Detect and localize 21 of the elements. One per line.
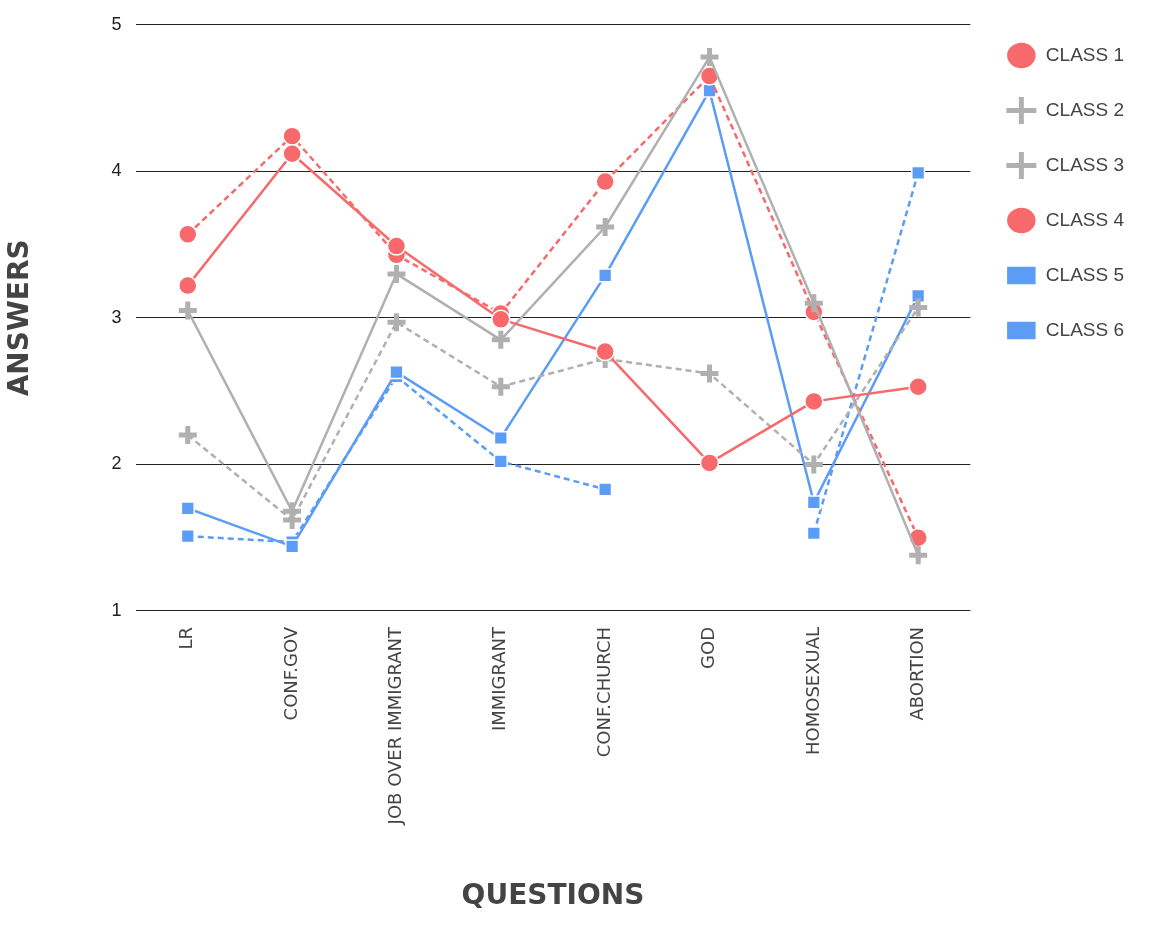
y-tick-label: 5 xyxy=(111,13,122,34)
x-tick-label: CONF.GOV xyxy=(279,626,301,721)
x-tick-label: CONF.CHURCH xyxy=(592,626,614,758)
x-tick-label: HOMOSEXUAL xyxy=(801,626,823,755)
x-tick-label: LR xyxy=(175,626,197,650)
x-tick-label: ABORTION xyxy=(905,626,927,721)
legend-label: CLASS 5 xyxy=(1045,263,1124,285)
legend-label: CLASS 1 xyxy=(1045,43,1124,65)
y-axis-title: ANSWERS xyxy=(2,239,36,397)
legend-label: CLASS 6 xyxy=(1045,318,1124,340)
legend-label: CLASS 3 xyxy=(1045,153,1124,175)
legend-label: CLASS 2 xyxy=(1045,98,1124,120)
y-tick-label: 4 xyxy=(111,160,122,181)
x-tick-label: IMMIGRANT xyxy=(488,625,510,732)
x-axis-title: QUESTIONS xyxy=(461,878,645,912)
legend-label: CLASS 4 xyxy=(1045,208,1125,230)
y-tick-label: 1 xyxy=(111,599,122,620)
y-tick-label: 3 xyxy=(111,306,122,327)
y-tick-label: 2 xyxy=(111,453,122,474)
x-tick-label: JOB OVER IMMIGRANT xyxy=(384,625,406,826)
x-tick-label: GOD xyxy=(697,626,719,669)
